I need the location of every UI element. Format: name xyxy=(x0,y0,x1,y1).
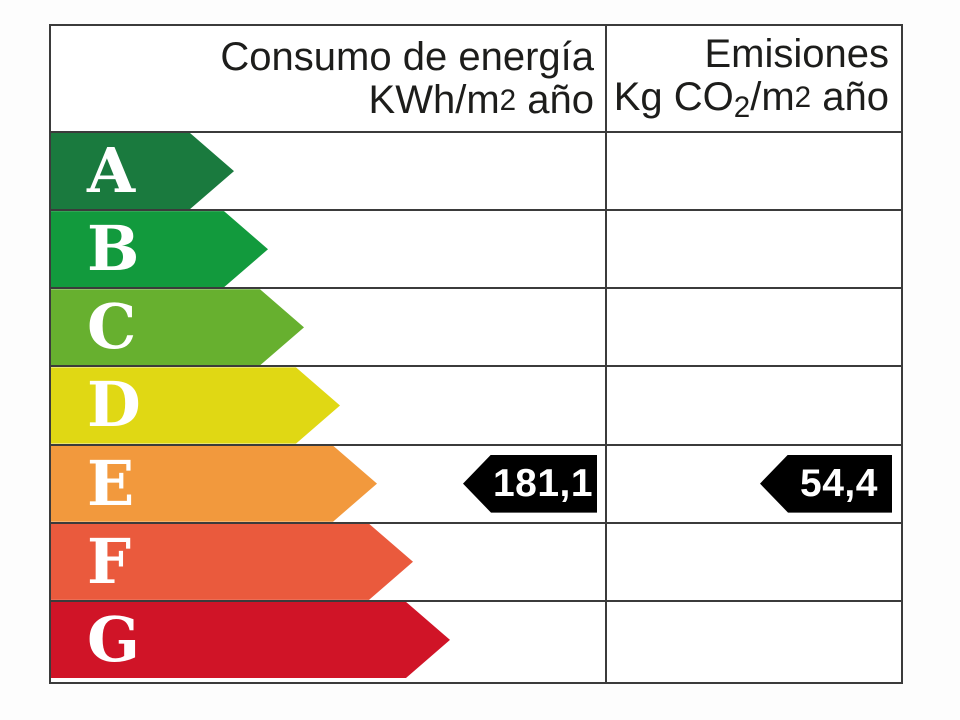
rating-row-f: F xyxy=(51,524,901,602)
column-divider xyxy=(605,26,607,682)
table-header: Consumo de energía KWh/m2 año Emisiones … xyxy=(51,26,901,133)
rating-arrow-d: D xyxy=(51,367,340,443)
rating-arrow-c: C xyxy=(51,289,304,365)
consumption-value: 181,1 xyxy=(492,461,594,505)
rating-letter-a: A xyxy=(87,134,136,208)
rating-letter-c: C xyxy=(87,290,137,364)
rating-arrow-f: F xyxy=(51,524,413,600)
consumption-value-marker: 181,1 xyxy=(463,454,597,513)
rating-letter-g: G xyxy=(87,602,140,676)
consumption-column-header: Consumo de energía KWh/m2 año xyxy=(51,26,607,131)
rating-table: Consumo de energía KWh/m2 año Emisiones … xyxy=(49,24,903,684)
squared-exponent: 2 xyxy=(499,83,517,117)
rating-arrow-a: A xyxy=(51,133,234,209)
rating-arrow-b: B xyxy=(51,211,268,287)
rating-row-d: D xyxy=(51,367,901,446)
emissions-value: 54,4 xyxy=(800,461,878,505)
rating-arrow-e: E xyxy=(51,446,377,522)
rating-letter-f: F xyxy=(87,524,132,598)
rating-letter-b: B xyxy=(87,212,140,286)
rating-row-e: E 181,1 54,4 xyxy=(51,446,901,524)
emissions-header-line1: Emisiones xyxy=(704,32,889,77)
emissions-value-marker: 54,4 xyxy=(760,454,892,513)
rating-row-c: C xyxy=(51,289,901,368)
squared-exponent: 2 xyxy=(794,81,812,115)
emissions-column-header: Emisiones Kg CO2/m2 año xyxy=(607,26,901,131)
emissions-header-line2: Kg CO2/m2 año xyxy=(613,75,889,125)
rating-row-a: A xyxy=(51,133,901,212)
co2-subscript: 2 xyxy=(733,91,751,125)
consumption-header-line2: KWh/m2 año xyxy=(368,77,594,122)
consumption-header-line1: Consumo de energía xyxy=(220,34,594,79)
rating-rows: A B C D xyxy=(51,133,901,678)
rating-arrow-g: G xyxy=(51,602,450,678)
rating-letter-d: D xyxy=(87,368,141,442)
rating-row-g: G xyxy=(51,602,901,678)
rating-letter-e: E xyxy=(87,446,135,520)
rating-row-b: B xyxy=(51,211,901,290)
